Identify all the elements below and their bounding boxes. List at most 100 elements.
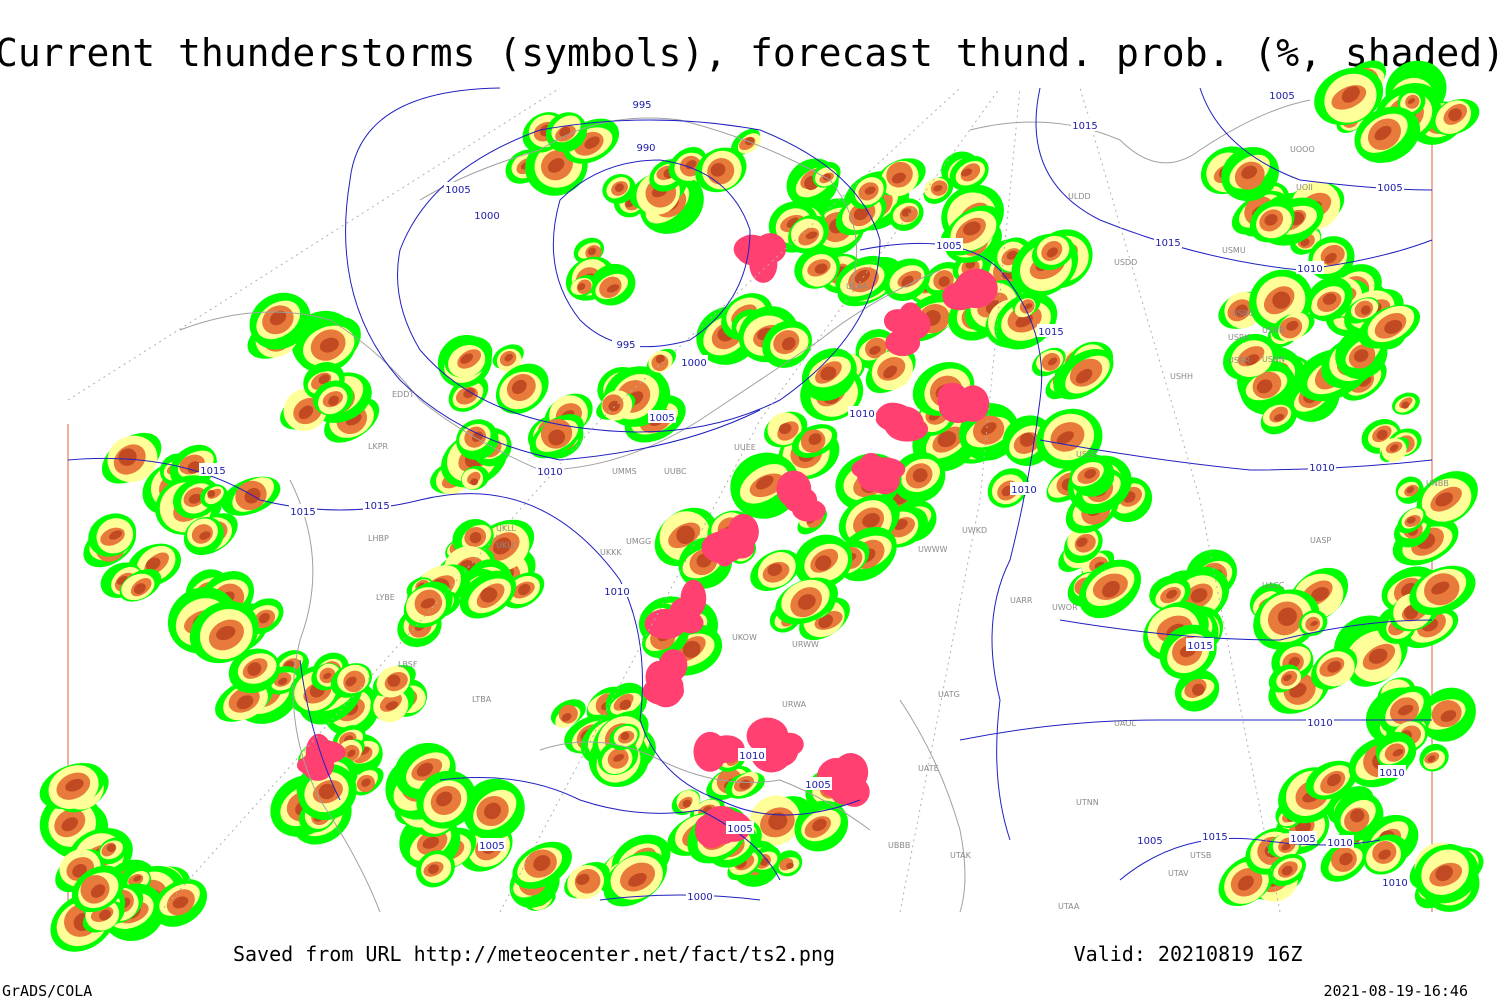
station-label: LHBP xyxy=(368,534,389,543)
shade-blob xyxy=(1244,354,1260,366)
graticule xyxy=(67,87,1281,913)
shade-blob xyxy=(1102,580,1120,598)
shade-blob xyxy=(258,612,270,624)
shade-blob xyxy=(812,818,827,832)
station-label: UMGG xyxy=(626,537,651,546)
shade-blob xyxy=(710,163,726,177)
storm-symbol xyxy=(937,390,973,412)
station-label: UATG xyxy=(938,690,960,699)
shade-blob xyxy=(385,701,399,711)
shade-blob xyxy=(470,478,479,486)
shade-blob xyxy=(484,802,502,820)
shade-blob xyxy=(1076,537,1088,547)
isobar-label-text: 1015 xyxy=(1072,121,1097,132)
shade-blob xyxy=(755,475,774,490)
isobar-label-box xyxy=(444,182,472,195)
isobar-label-text: 1005 xyxy=(1137,836,1162,847)
shade-blob xyxy=(561,713,572,722)
shade-blob xyxy=(1190,588,1208,603)
isobar-label-box xyxy=(603,584,631,597)
isobar-label: 1005 xyxy=(444,182,472,196)
shade-blob xyxy=(628,872,647,887)
isobar-label-box xyxy=(686,889,714,902)
isobar-label: 990 xyxy=(632,140,660,154)
isobar-label-box xyxy=(1378,765,1406,778)
storm-symbol xyxy=(301,749,334,781)
shade-blob xyxy=(1192,683,1205,696)
shade-blob xyxy=(1327,773,1341,787)
isobar-label-text: 1015 xyxy=(1155,238,1180,249)
station-label: UWOR xyxy=(1052,603,1078,612)
shade-blob xyxy=(1368,648,1388,664)
shade-blob xyxy=(61,817,79,832)
station-label: EDDT xyxy=(392,390,414,399)
station-label: LYBE xyxy=(376,593,395,602)
shade-blob xyxy=(298,405,314,420)
shade-blob xyxy=(1256,379,1273,394)
isobar-label-text: 990 xyxy=(636,143,655,154)
shade-blob xyxy=(805,231,818,240)
shade-blob xyxy=(614,183,624,192)
station-label: UKLL xyxy=(496,524,517,533)
shade-blob xyxy=(1046,247,1058,258)
storm-symbol xyxy=(856,452,886,492)
shade-blob xyxy=(938,276,950,287)
isobar-label-text: 1010 xyxy=(849,409,874,420)
shade-blob xyxy=(133,875,142,882)
shade-blob xyxy=(547,158,565,173)
shade-blob xyxy=(587,247,597,256)
isobar-label-text: 1010 xyxy=(1309,463,1334,474)
station-label: UWWW xyxy=(918,545,948,554)
shade-blob xyxy=(854,269,871,284)
shade-blob xyxy=(1376,429,1388,440)
shade-blob xyxy=(1281,843,1291,851)
shade-blob xyxy=(216,626,236,641)
station-label: USSS xyxy=(1076,450,1097,459)
shade-blob xyxy=(778,423,792,435)
shade-blob xyxy=(65,778,84,792)
software: GrADS/COLA xyxy=(2,982,92,1000)
isobar-label-text: 1010 xyxy=(1327,838,1352,849)
station-label: USRK xyxy=(1228,333,1250,342)
isobar-label-box xyxy=(1306,715,1334,728)
shade-blob xyxy=(133,583,146,595)
station-label: UTAK xyxy=(950,851,972,860)
isobar-label: 1015 xyxy=(1071,118,1099,132)
isobar-label-text: 1015 xyxy=(364,501,389,512)
shade-blob xyxy=(420,598,436,609)
isobar-label: 1010 xyxy=(1381,875,1409,889)
isobar-label-box xyxy=(1381,875,1409,888)
storm-symbol xyxy=(644,608,687,640)
shade-blob xyxy=(1084,469,1097,479)
isobar-label: 1015 xyxy=(1037,324,1065,338)
station-label: UWKD xyxy=(962,526,987,535)
station-label: UKLI xyxy=(496,541,514,550)
shade-blob xyxy=(1392,748,1404,757)
title: Current thunderstorms (symbols), forecas… xyxy=(0,31,1500,75)
shade-blob xyxy=(511,379,527,395)
shade-blob xyxy=(118,448,137,466)
isobar-label-box xyxy=(628,97,656,110)
shade-blob xyxy=(1264,213,1278,226)
isobar-label-text: 1005 xyxy=(445,185,470,196)
station-label: UTNN xyxy=(1076,798,1099,807)
shade-blob xyxy=(864,186,876,195)
shade-blob xyxy=(319,337,339,353)
map-labels: 995 990 1005 1000 995 1000 1005 1010 1015 1015 101… xyxy=(199,88,1449,911)
isobar-label-text: 1000 xyxy=(474,211,499,222)
station-label: UBBB xyxy=(888,841,910,850)
shade-blob xyxy=(361,778,371,787)
shade-blob xyxy=(518,583,531,596)
shade-blob xyxy=(1374,125,1392,141)
station-label: UACC xyxy=(1262,581,1285,590)
station-label: UUEE xyxy=(734,443,756,452)
shade-blob xyxy=(1435,865,1453,882)
shade-blob xyxy=(797,594,816,610)
isobar-label-box xyxy=(1201,829,1229,842)
shade-blob xyxy=(1378,849,1391,860)
shade-blob xyxy=(1311,587,1330,602)
shade-blob xyxy=(1435,492,1454,507)
storm-symbol xyxy=(782,476,809,513)
isobar-label: 1015 xyxy=(1201,829,1229,843)
isobar-label: 1015 xyxy=(363,498,391,512)
